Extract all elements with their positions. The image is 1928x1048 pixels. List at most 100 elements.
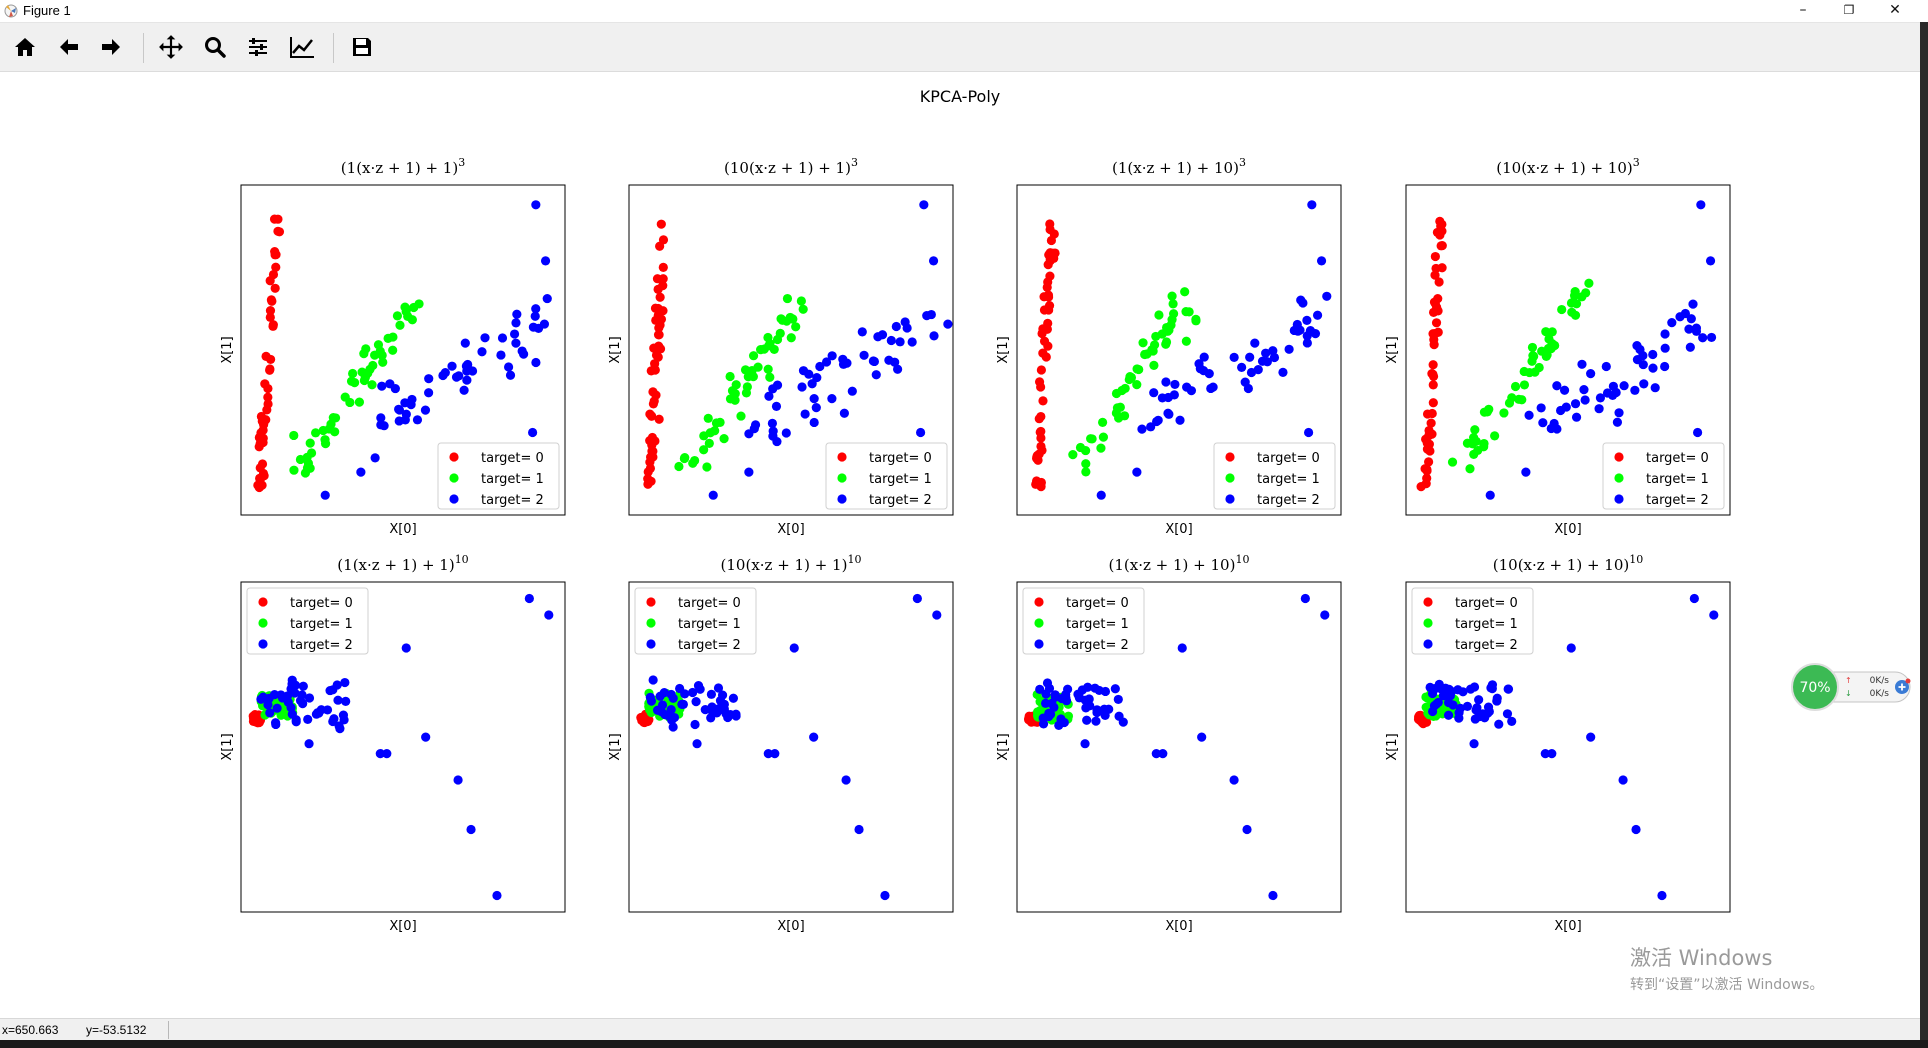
back-button[interactable] xyxy=(52,31,86,63)
scatter-point-target-2 xyxy=(376,413,386,423)
scatter-point-target-1 xyxy=(1510,381,1521,392)
scatter-point-target-1 xyxy=(786,333,796,343)
scatter-point-target-1 xyxy=(324,424,334,434)
x-axis-label: X[0] xyxy=(777,522,804,537)
maximize-button[interactable]: ❐ xyxy=(1843,3,1855,17)
scatter-point-target-0 xyxy=(1426,418,1436,428)
scatter-point-target-2 xyxy=(1059,717,1069,728)
scatter-point-target-2 xyxy=(781,428,791,438)
scatter-point-target-1 xyxy=(748,351,759,361)
scatter-point-target-2 xyxy=(1693,427,1703,438)
legend-marker-target-1 xyxy=(837,473,847,483)
scatter-point-target-0 xyxy=(1417,717,1427,727)
scatter-point-target-2 xyxy=(1579,385,1589,395)
subplot-title-exponent: 3 xyxy=(1239,156,1246,169)
legend-marker-target-1 xyxy=(1225,473,1235,483)
y-axis-label: X[1] xyxy=(996,336,1011,363)
home-button[interactable] xyxy=(8,31,42,63)
scatter-point-target-2 xyxy=(667,715,677,725)
scatter-point-target-1 xyxy=(1577,292,1587,302)
scatter-point-target-2 xyxy=(1680,308,1690,319)
scatter-point-target-2 xyxy=(770,749,780,759)
subplot-1: (1(x·z + 1) + 1)3 X[0] X[1] target= 0 target… xyxy=(220,156,566,537)
scatter-point-target-0 xyxy=(645,409,655,419)
scatter-point-target-2 xyxy=(648,675,658,685)
download-speed: 0K/s xyxy=(1870,689,1890,699)
scatter-point-target-2 xyxy=(926,309,936,320)
scatter-point-target-2 xyxy=(394,404,404,414)
scatter-point-target-2 xyxy=(524,593,534,604)
scatter-point-target-1 xyxy=(731,380,741,390)
scatter-point-target-0 xyxy=(1424,457,1434,467)
scatter-point-target-2 xyxy=(1177,643,1187,653)
scatter-point-target-2 xyxy=(1261,348,1271,358)
scatter-point-target-1 xyxy=(1132,380,1142,390)
save-button[interactable] xyxy=(345,31,379,63)
legend-box xyxy=(437,442,560,510)
scatter-point-target-0 xyxy=(1420,464,1430,474)
scatter-point-target-2 xyxy=(1594,404,1604,414)
edit-axes-button[interactable] xyxy=(285,31,319,63)
scatter-point-target-2 xyxy=(511,318,521,328)
scatter-point-target-1 xyxy=(796,296,806,306)
scatter-point-target-2 xyxy=(1269,352,1280,363)
pan-button[interactable] xyxy=(154,31,188,63)
scatter-point-target-2 xyxy=(929,331,939,341)
scatter-point-target-0 xyxy=(265,312,275,322)
scatter-point-target-2 xyxy=(678,699,688,709)
subplot-title-base: (10(x·z + 1) + 10) xyxy=(1493,556,1629,574)
scatter-point-target-1 xyxy=(400,302,410,312)
network-speed-widget[interactable]: 70% ↑ ↓ 0K/s 0K/s xyxy=(1788,662,1918,712)
scatter-point-target-2 xyxy=(438,370,448,381)
legend-marker-target-0 xyxy=(1225,452,1235,462)
scatter-point-target-2 xyxy=(466,824,476,835)
scatter-point-target-0 xyxy=(653,310,663,320)
scatter-point-target-1 xyxy=(763,364,773,374)
scatter-point-target-2 xyxy=(385,379,395,389)
scatter-point-target-2 xyxy=(1705,256,1716,266)
legend-label-target-0: target= 0 xyxy=(869,451,932,466)
subplot-3: (1(x·z + 1) + 10)3 X[0] X[1] target= 0 targe… xyxy=(996,156,1342,537)
scatter-point-target-1 xyxy=(368,360,378,371)
subplots-button[interactable] xyxy=(241,31,275,63)
minimize-button[interactable]: – xyxy=(1799,2,1807,18)
close-button[interactable]: ✕ xyxy=(1889,2,1901,18)
legend-label-target-2: target= 2 xyxy=(869,493,932,508)
scatter-point-target-0 xyxy=(1034,377,1045,387)
scatter-point-target-2 xyxy=(1246,367,1257,378)
scatter-point-target-1 xyxy=(1557,304,1567,315)
scatter-point-target-1 xyxy=(1524,367,1535,378)
figure-canvas[interactable]: KPCA-Poly (1(x·z + 1) + 1)3 X[0] X[1] targe… xyxy=(0,72,1920,1018)
scatter-point-target-2 xyxy=(1492,696,1502,706)
scatter-point-target-2 xyxy=(1484,706,1494,717)
scatter-point-target-2 xyxy=(1540,749,1550,759)
scatter-point-target-2 xyxy=(480,333,490,343)
legend-label-target-2: target= 2 xyxy=(1066,638,1129,653)
scatter-point-target-2 xyxy=(1438,691,1449,701)
scatter-point-target-1 xyxy=(370,350,380,360)
scatter-point-target-0 xyxy=(255,473,265,483)
forward-button[interactable] xyxy=(94,31,128,63)
status-separator xyxy=(168,1021,169,1039)
scatter-point-target-2 xyxy=(1602,388,1613,398)
scatter-point-target-2 xyxy=(286,702,296,713)
scatter-point-target-2 xyxy=(1443,697,1454,708)
scatter-point-target-2 xyxy=(1096,490,1106,500)
scatter-point-target-2 xyxy=(282,691,293,701)
zoom-button[interactable] xyxy=(198,31,232,63)
scatter-point-target-2 xyxy=(675,683,685,694)
scatter-point-target-2 xyxy=(1084,694,1094,704)
scatter-point-target-2 xyxy=(1080,739,1090,749)
scatter-point-target-2 xyxy=(1158,749,1168,759)
scatter-point-target-2 xyxy=(1430,683,1441,694)
legend-marker-target-0 xyxy=(1034,597,1044,607)
scatter-point-target-1 xyxy=(1149,360,1159,370)
scatter-point-target-2 xyxy=(1566,643,1576,653)
y-axis-label: X[1] xyxy=(608,733,623,760)
scatter-point-target-1 xyxy=(741,388,752,398)
scatter-point-target-0 xyxy=(647,432,657,443)
scatter-point-target-1 xyxy=(1447,457,1458,467)
legend-marker-target-2 xyxy=(1423,639,1433,649)
scatter-point-target-0 xyxy=(655,241,665,251)
scatter-point-target-0 xyxy=(1428,380,1438,390)
